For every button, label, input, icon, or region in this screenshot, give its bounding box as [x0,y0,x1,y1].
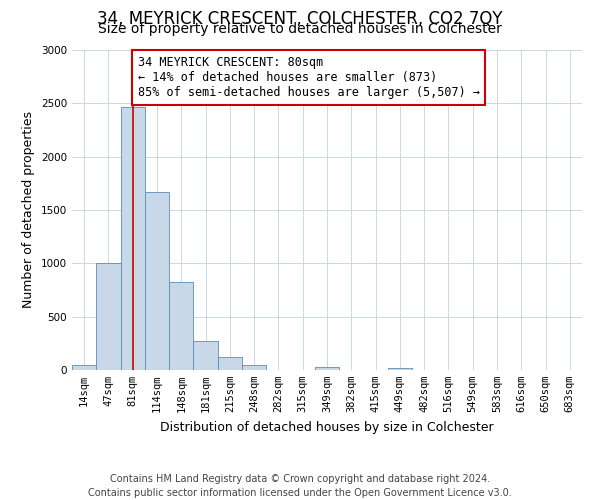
Bar [388,368,412,370]
Bar [145,192,169,370]
Bar [193,341,218,370]
Bar [242,364,266,370]
Bar [121,106,145,370]
Text: Contains HM Land Registry data © Crown copyright and database right 2024.
Contai: Contains HM Land Registry data © Crown c… [88,474,512,498]
Bar [315,367,339,370]
Text: 34, MEYRICK CRESCENT, COLCHESTER, CO2 7QY: 34, MEYRICK CRESCENT, COLCHESTER, CO2 7Q… [97,10,503,28]
Bar [169,282,193,370]
Text: Size of property relative to detached houses in Colchester: Size of property relative to detached ho… [98,22,502,36]
Bar [72,364,96,370]
X-axis label: Distribution of detached houses by size in Colchester: Distribution of detached houses by size … [160,420,494,434]
Y-axis label: Number of detached properties: Number of detached properties [22,112,35,308]
Bar [96,264,121,370]
Bar [218,357,242,370]
Text: 34 MEYRICK CRESCENT: 80sqm
← 14% of detached houses are smaller (873)
85% of sem: 34 MEYRICK CRESCENT: 80sqm ← 14% of deta… [137,56,479,100]
